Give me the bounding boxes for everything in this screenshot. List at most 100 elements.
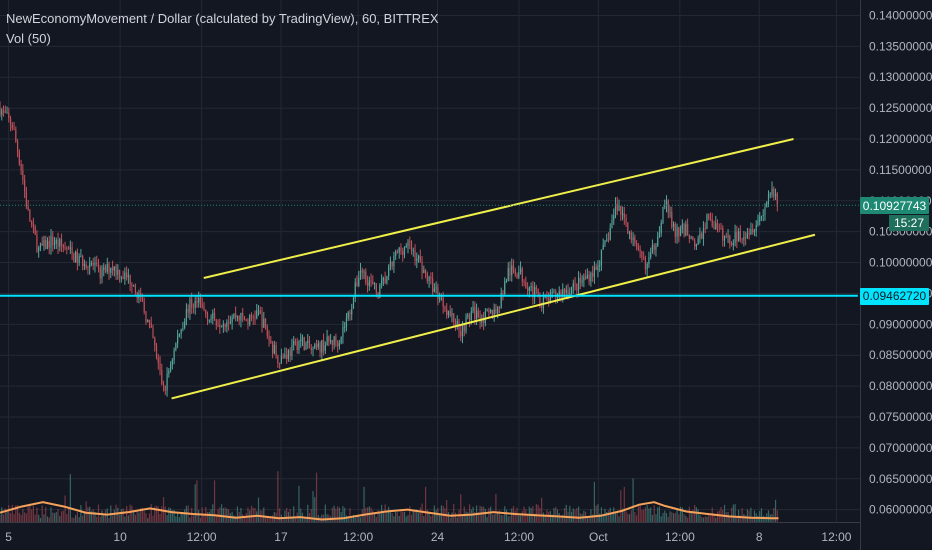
candle-body: [736, 231, 738, 242]
volume-bar: [447, 512, 450, 522]
candle-body: [148, 320, 151, 323]
volume-bar: [760, 508, 763, 522]
candle-body: [335, 336, 337, 342]
volume-bar: [310, 509, 312, 522]
candle-body: [235, 313, 237, 318]
volume-bar: [2, 514, 5, 522]
volume-bar: [667, 516, 669, 522]
candle-body: [475, 310, 478, 319]
volume-bar: [220, 504, 223, 522]
volume-bar: [342, 506, 344, 522]
candle-body: [161, 370, 163, 385]
volume-bar: [509, 516, 511, 522]
candle-body: [718, 227, 720, 229]
volume-bar: [136, 511, 138, 522]
candle-body: [585, 276, 587, 279]
volume-bar: [632, 478, 634, 522]
candle-body: [439, 298, 441, 300]
price-tick-label: 0.07000000: [869, 441, 932, 455]
candle-body: [514, 269, 516, 275]
candle-body: [419, 256, 421, 262]
volume-bar: [212, 504, 214, 522]
volume-bar: [196, 480, 198, 522]
volume-bar: [558, 513, 560, 522]
candle-body: [103, 267, 105, 270]
volume-bar: [623, 486, 625, 522]
volume-bar: [224, 507, 226, 522]
candle-body: [484, 311, 486, 323]
volume-bar: [152, 515, 154, 522]
volume-bar: [655, 514, 657, 522]
volume-bar: [498, 510, 501, 522]
volume-bar: [563, 508, 566, 522]
volume-bar: [96, 516, 98, 522]
time-tick-label: 12:00: [343, 530, 373, 544]
volume-bar: [618, 516, 620, 522]
candle-body: [402, 250, 404, 255]
volume-bar: [307, 504, 309, 522]
volume-bar: [613, 507, 615, 522]
price-tick-label: 0.06000000: [869, 503, 932, 517]
candle-body: [636, 243, 638, 247]
candle-body: [683, 224, 685, 236]
price-tick-label: 0.13500000: [869, 39, 932, 53]
volume-bar: [372, 510, 374, 522]
volume-bar: [215, 514, 217, 522]
volume-bar: [597, 504, 599, 522]
volume-bar: [773, 508, 775, 522]
candle-body: [115, 266, 117, 275]
candle-body: [359, 270, 362, 278]
candle-body: [442, 297, 444, 307]
candle-body: [307, 340, 309, 343]
candle-body: [203, 306, 205, 310]
candle-body: [178, 334, 180, 337]
candle-body: [126, 272, 128, 278]
volume-bar: [175, 516, 177, 522]
candle-body: [228, 322, 230, 324]
volume-bar: [4, 508, 6, 522]
price-tick-label: 0.10000000: [869, 256, 932, 270]
volume-bar: [750, 507, 752, 522]
time-tick-label: 24: [431, 530, 445, 544]
candle-body: [254, 317, 256, 319]
candle-body: [757, 221, 759, 226]
candle-body: [716, 223, 719, 228]
candle-body: [590, 273, 592, 282]
candle-body: [709, 218, 712, 220]
volume-bar: [551, 514, 553, 522]
volume-bar: [279, 508, 281, 522]
volume-bar: [753, 510, 756, 522]
volume-bar: [468, 504, 471, 522]
volume-bar: [745, 515, 747, 522]
candle-body: [764, 207, 766, 216]
candle-body: [621, 213, 624, 215]
candle-body: [502, 292, 504, 295]
volume-bar: [59, 516, 61, 522]
volume-bar: [715, 517, 717, 522]
candle-body: [215, 320, 217, 325]
volume-bar: [118, 514, 121, 522]
candle-body: [4, 110, 6, 113]
volume-bar: [268, 517, 270, 522]
candle-body: [50, 236, 52, 248]
candle-body: [581, 280, 583, 283]
time-tick-label: 12:00: [821, 530, 851, 544]
candle-body: [1, 110, 3, 115]
volume-bar: [419, 507, 421, 522]
volume-bar: [565, 504, 567, 522]
volume-bar: [695, 507, 698, 522]
volume-bar: [27, 506, 29, 522]
candle-body: [505, 281, 508, 282]
candle-body: [69, 247, 71, 250]
candle-body: [500, 292, 502, 308]
volume-bar: [393, 516, 395, 522]
candle-body: [384, 277, 386, 283]
volume-bar: [150, 504, 152, 522]
candle-body: [9, 118, 12, 126]
volume-bar: [352, 514, 355, 522]
candle-body: [78, 256, 80, 263]
candle-body: [238, 315, 240, 321]
volume-bar: [233, 515, 235, 522]
candle-body: [250, 315, 253, 318]
